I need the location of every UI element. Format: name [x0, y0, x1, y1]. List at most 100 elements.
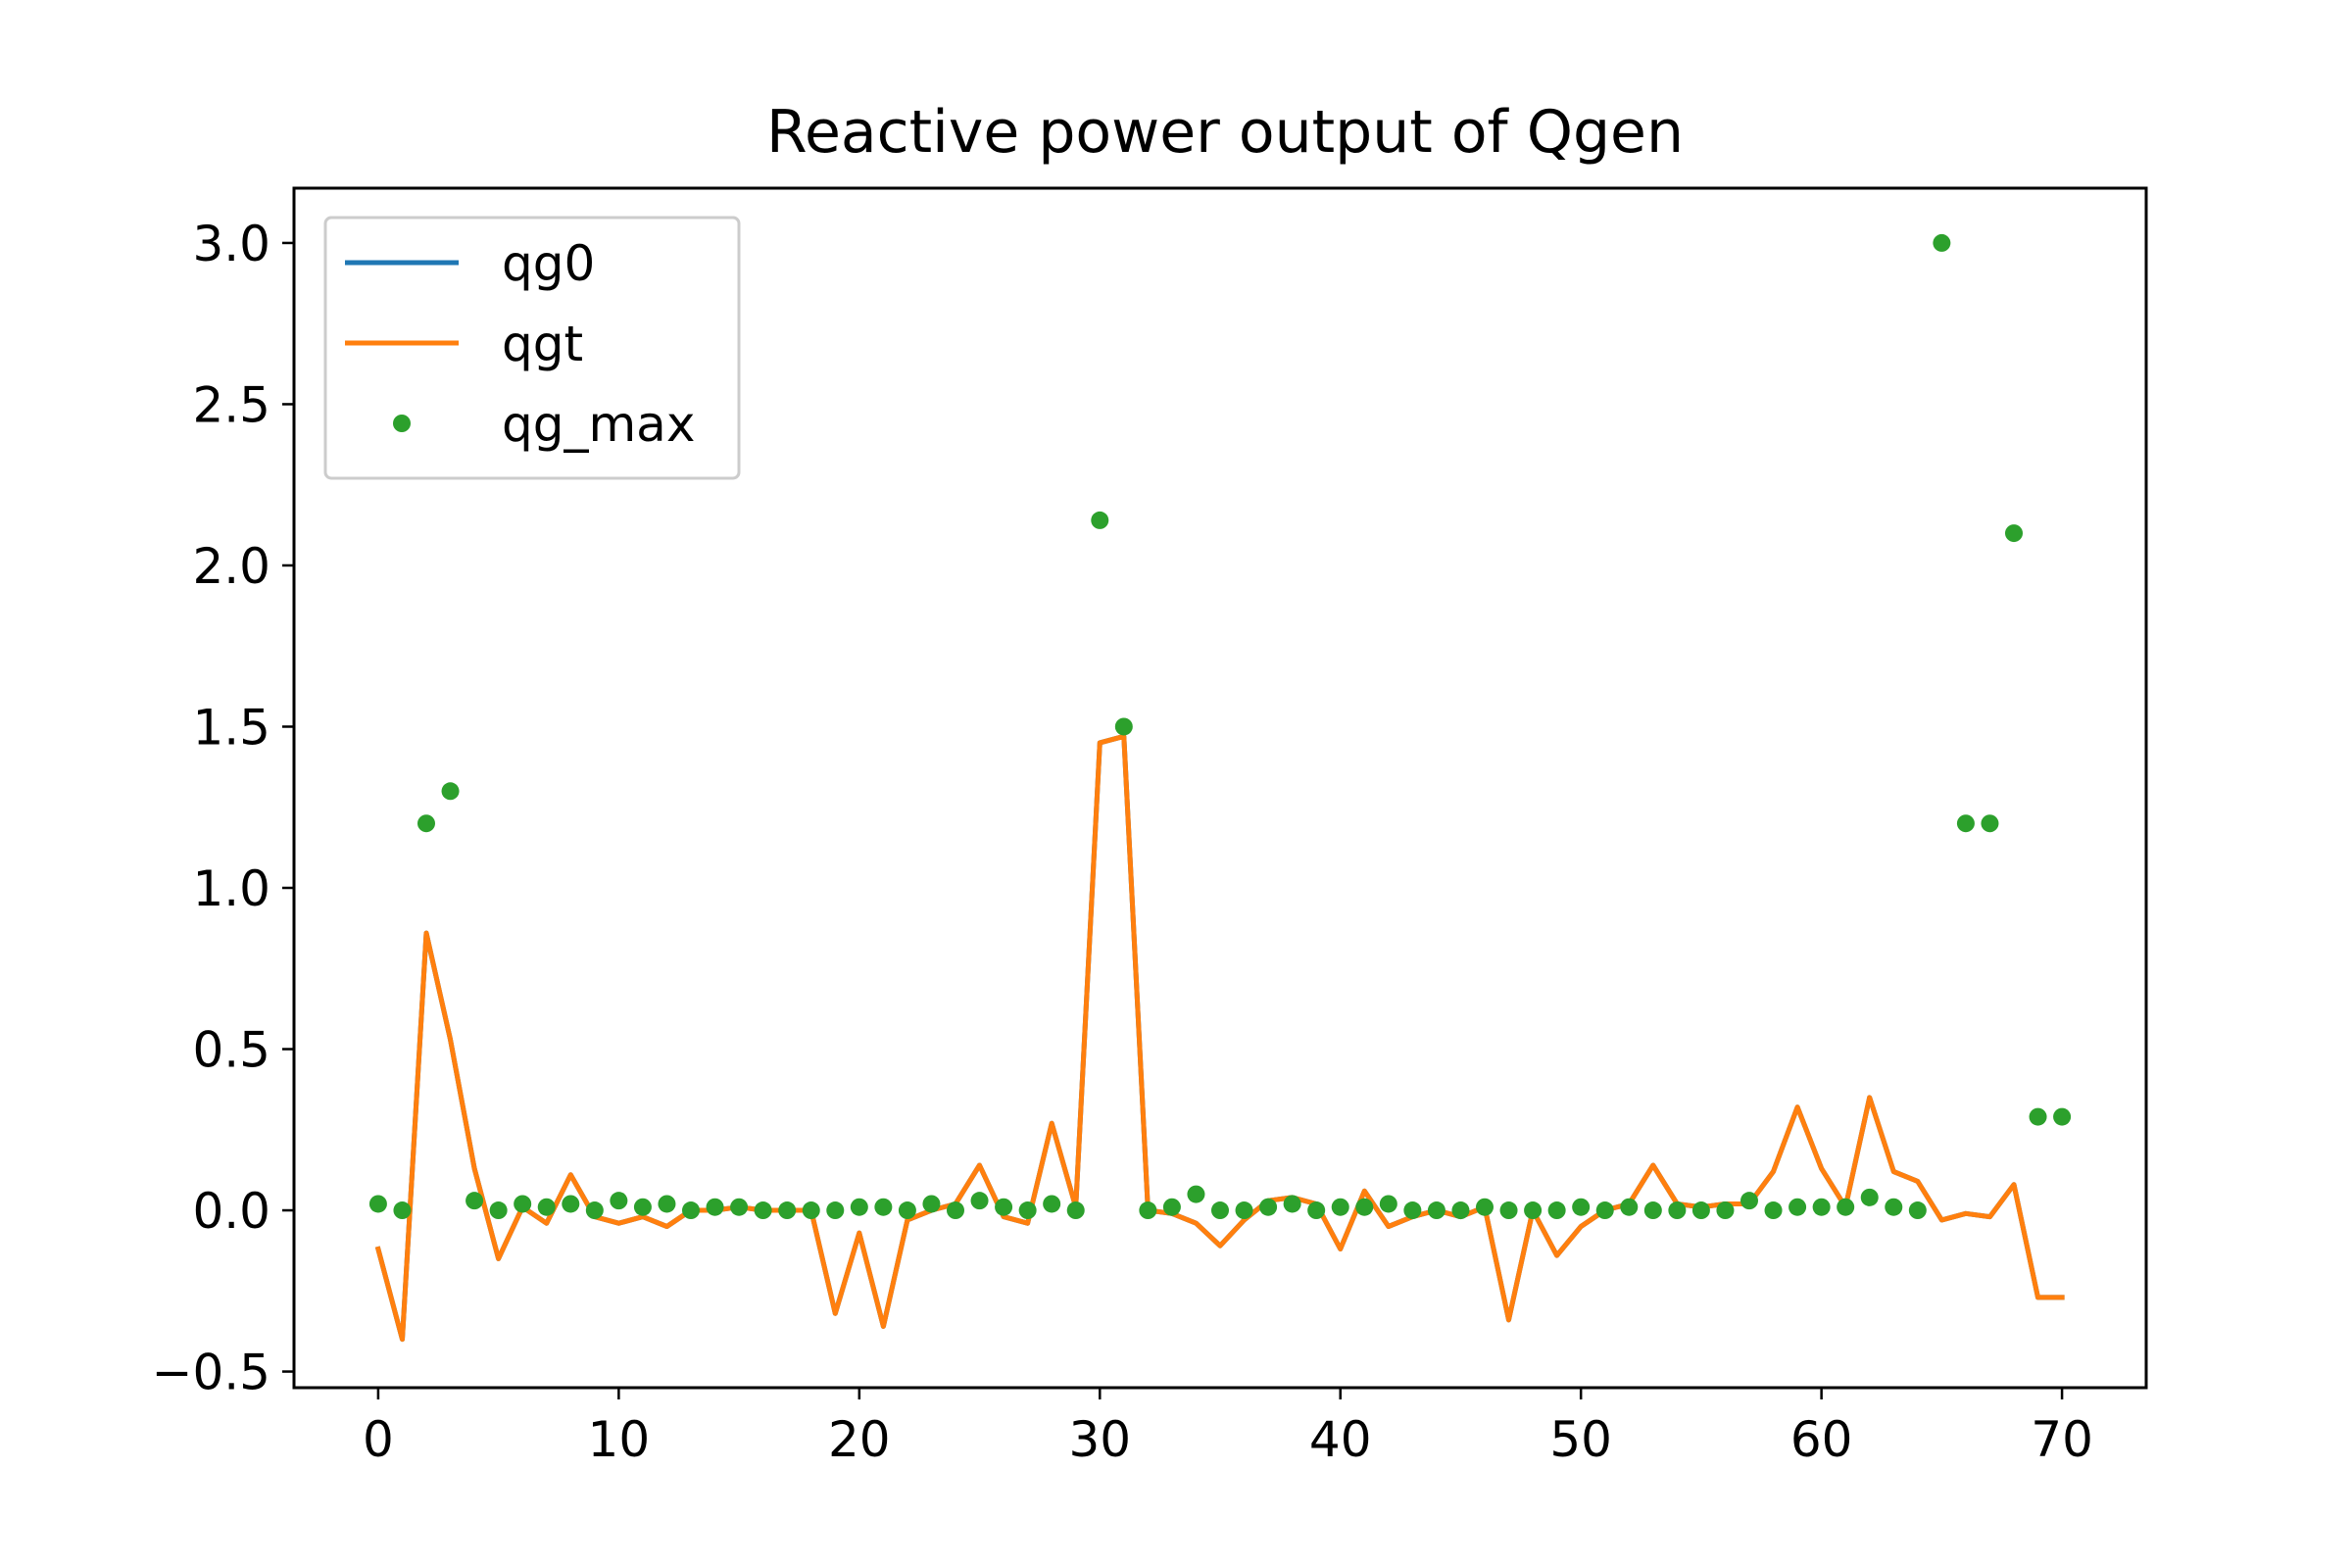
y-axis: −0.5 0.0 0.5 1.0 1.5 2.0 2.5 3.0	[152, 216, 294, 1401]
data-point-qg-max	[850, 1198, 868, 1216]
data-point-qg-max	[1885, 1198, 1903, 1216]
x-tick-label: 20	[828, 1411, 891, 1468]
data-point-qg-max	[1740, 1192, 1758, 1210]
y-tick-label: 2.5	[192, 376, 270, 433]
data-point-qg-max	[1451, 1201, 1470, 1220]
x-axis: 0 10 20 30 40 50 60 70	[363, 1388, 2093, 1468]
data-point-qg-max	[1379, 1195, 1397, 1213]
legend-box	[323, 216, 741, 480]
data-point-qg-max	[1620, 1198, 1639, 1216]
x-tick-label: 40	[1309, 1411, 1372, 1468]
data-point-qg-max	[2005, 524, 2023, 543]
data-point-qg-max	[922, 1195, 941, 1213]
chart-title: Reactive power output of Qgen	[766, 98, 1684, 167]
legend-swatch-qg-max	[393, 415, 411, 432]
data-point-qg-max	[1114, 717, 1133, 736]
data-point-qg-max	[1283, 1195, 1301, 1213]
data-point-qg-max	[1162, 1198, 1181, 1216]
data-point-qg-max	[1139, 1201, 1157, 1220]
data-point-qg-max	[1981, 814, 1999, 833]
x-tick-label: 0	[363, 1411, 394, 1468]
x-tick-label: 60	[1790, 1411, 1853, 1468]
data-point-qg-max	[1716, 1201, 1735, 1220]
data-point-qg-max	[1837, 1198, 1855, 1216]
data-point-qg-max	[1259, 1198, 1278, 1216]
data-point-qg-max	[706, 1198, 724, 1216]
data-point-qg-max	[1187, 1185, 1205, 1203]
data-point-qg-max	[1211, 1201, 1229, 1220]
legend-label-qg0: qg0	[502, 235, 595, 292]
data-point-qg-max	[1668, 1201, 1687, 1220]
data-point-qg-max	[1043, 1195, 1061, 1213]
data-point-qg-max	[682, 1201, 700, 1220]
data-point-qg-max	[1018, 1201, 1037, 1220]
y-tick-label: 1.5	[192, 699, 270, 756]
legend-label-qgt: qgt	[502, 316, 583, 372]
data-point-qg-max	[2029, 1107, 2047, 1126]
y-tick-label: 0.0	[192, 1183, 270, 1240]
data-point-qg-max	[1572, 1198, 1591, 1216]
data-point-qg-max	[417, 814, 435, 833]
data-point-qg-max	[898, 1201, 916, 1220]
data-point-qg-max	[1812, 1198, 1831, 1216]
legend: qg0 qgt qg_max	[323, 216, 741, 480]
data-point-qg-max	[1788, 1198, 1807, 1216]
x-tick-label: 70	[2031, 1411, 2093, 1468]
data-point-qg-max	[1403, 1201, 1422, 1220]
data-point-qg-max	[754, 1201, 772, 1220]
data-point-qg-max	[1547, 1201, 1566, 1220]
x-tick-label: 30	[1068, 1411, 1131, 1468]
axes-frame	[292, 186, 2148, 1390]
y-tick-label: 0.5	[192, 1022, 270, 1079]
data-point-qg-max	[585, 1201, 604, 1220]
data-point-qg-max	[995, 1198, 1013, 1216]
data-point-qg-max	[1524, 1201, 1543, 1220]
data-point-qg-max	[1476, 1198, 1494, 1216]
data-point-qg-max	[1908, 1201, 1927, 1220]
data-point-qg-max	[778, 1201, 797, 1220]
x-tick-label: 10	[588, 1411, 651, 1468]
data-point-qg-max	[537, 1198, 556, 1216]
data-point-qg-max	[1860, 1188, 1879, 1206]
data-point-qg-max	[1764, 1201, 1783, 1220]
data-point-qg-max	[514, 1195, 532, 1213]
data-point-qg-max	[1427, 1201, 1446, 1220]
legend-label-qg-max: qg_max	[502, 396, 695, 453]
data-point-qg-max	[970, 1192, 989, 1210]
series-line-qgt	[374, 733, 2065, 1343]
y-tick-label: −0.5	[152, 1345, 270, 1401]
x-tick-label: 50	[1549, 1411, 1612, 1468]
data-point-qg-max	[466, 1192, 484, 1210]
data-point-qg-max	[826, 1201, 845, 1220]
y-tick-label: 3.0	[192, 216, 270, 272]
data-point-qg-max	[1499, 1201, 1518, 1220]
data-point-qg-max	[1307, 1201, 1326, 1220]
series-layer	[368, 233, 2072, 1343]
data-point-qg-max	[441, 782, 460, 801]
data-point-qg-max	[947, 1201, 964, 1220]
data-point-qg-max	[633, 1198, 652, 1216]
data-point-qg-max	[1643, 1201, 1662, 1220]
data-point-qg-max	[393, 1201, 412, 1220]
y-tick-label: 1.0	[192, 860, 270, 917]
data-point-qg-max	[562, 1195, 580, 1213]
data-point-qg-max	[1595, 1201, 1614, 1220]
data-point-qg-max	[1956, 814, 1975, 833]
data-point-qg-max	[1355, 1198, 1374, 1216]
data-point-qg-max	[2053, 1107, 2072, 1126]
data-point-qg-max	[610, 1192, 628, 1210]
data-point-qg-max	[802, 1201, 820, 1220]
data-point-qg-max	[489, 1201, 508, 1220]
data-point-qg-max	[1331, 1198, 1349, 1216]
data-point-qg-max	[874, 1198, 893, 1216]
data-point-qg-max	[1066, 1201, 1085, 1220]
data-point-qg-max	[1235, 1201, 1253, 1220]
data-point-qg-max	[368, 1195, 387, 1213]
y-tick-label: 2.0	[192, 538, 270, 595]
data-point-qg-max	[1091, 511, 1109, 529]
data-point-qg-max	[658, 1195, 676, 1213]
data-point-qg-max	[730, 1198, 749, 1216]
data-point-qg-max	[1933, 233, 1951, 252]
